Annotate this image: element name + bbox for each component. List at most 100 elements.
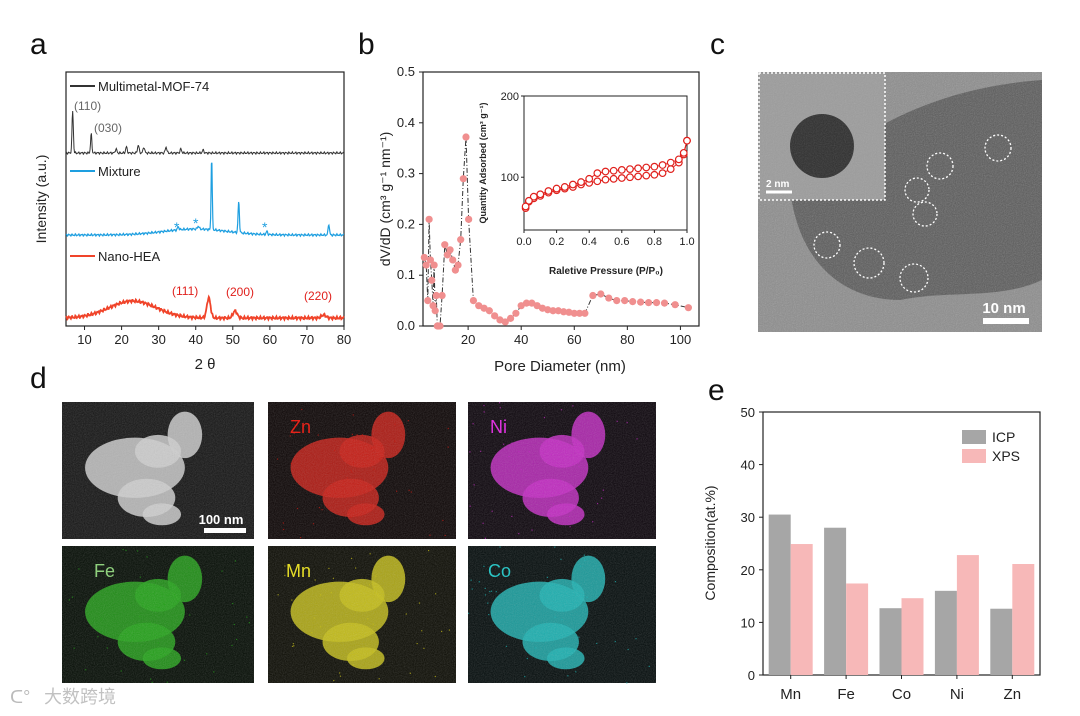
- background-speck: [518, 451, 520, 453]
- scatter-point: [637, 298, 645, 306]
- background-speck: [373, 468, 375, 470]
- background-speck: [484, 537, 487, 539]
- background-speck: [368, 584, 371, 586]
- background-speck: [339, 675, 342, 677]
- panel-e-composition: 0 10 20 30 40 50 Mn Fe Co Ni Zn ICP XPS Compositio…: [702, 405, 1041, 703]
- panel-d-eds-maps: Zn Ni Fe Mn Co 100 nm: [62, 402, 656, 684]
- x-tick-label: 40: [188, 332, 202, 347]
- background-speck: [447, 446, 449, 448]
- isotherm-point: [617, 166, 626, 174]
- tem-scale-label: 10 nm: [982, 300, 1025, 317]
- scatter-point: [613, 297, 621, 305]
- inset-ticks: 0.0 0.2 0.4 0.6 0.8 1.0 100 200: [501, 91, 695, 248]
- peak-label-200: (200): [226, 285, 254, 299]
- y-tick-label: 0.0: [397, 318, 415, 333]
- background-speck: [469, 505, 471, 507]
- background-speck: [333, 679, 335, 682]
- background-speck: [584, 559, 586, 561]
- background-speck: [128, 603, 130, 605]
- tem-particle-circle: [912, 201, 938, 227]
- background-speck: [352, 462, 354, 464]
- background-speck: [394, 423, 396, 425]
- legend-swatch-xps: [962, 449, 986, 463]
- background-speck: [293, 432, 295, 434]
- background-speck: [282, 528, 285, 531]
- background-speck: [444, 534, 446, 537]
- bar-icp-fe: [824, 527, 847, 675]
- inset-x-tick-label: 0.6: [614, 236, 629, 248]
- background-speck: [555, 580, 557, 582]
- x-tick-label: Co: [892, 686, 911, 703]
- background-speck: [418, 602, 421, 604]
- panel-a-frame: [65, 71, 345, 327]
- y-tick-label: 0: [748, 668, 755, 683]
- eds-map-mn-noise: [268, 546, 456, 683]
- scatter-point: [469, 297, 478, 305]
- series-line-nano-hea: [65, 294, 345, 322]
- background-speck: [626, 421, 628, 424]
- isotherm-point: [529, 192, 538, 201]
- tem-inset-scale-label: 2 nm: [766, 179, 789, 190]
- scatter-point: [581, 309, 589, 317]
- eds-map-co-noise: [468, 546, 656, 683]
- scatter-point: [570, 309, 578, 317]
- background-speck: [319, 626, 322, 628]
- background-speck: [394, 440, 396, 442]
- scatter-point: [425, 215, 433, 223]
- panel-b-ticks: 20 40 60 80 100 0.0 0.1 0.2 0.3 0.4 0.5: [397, 64, 691, 347]
- isotherm-point: [626, 165, 634, 173]
- legend-swatch-icp: [962, 430, 986, 444]
- background-speck: [332, 577, 335, 579]
- bar-xps-mn: [790, 544, 813, 675]
- background-speck: [518, 533, 520, 535]
- background-speck: [246, 616, 248, 618]
- background-speck: [369, 553, 371, 555]
- background-speck: [122, 548, 124, 551]
- background-speck: [350, 469, 352, 472]
- x-tick-label: 80: [337, 332, 351, 347]
- scatter-point: [629, 298, 637, 306]
- background-speck: [600, 497, 603, 499]
- background-speck: [370, 447, 373, 449]
- background-speck: [586, 596, 588, 598]
- background-speck: [552, 503, 555, 505]
- background-speck: [483, 411, 485, 413]
- scatter-point: [644, 299, 653, 307]
- background-speck: [248, 622, 250, 624]
- eds-map-grid: [62, 402, 656, 684]
- watermark-logo-icon: ᑕ°: [10, 687, 30, 707]
- background-speck: [434, 675, 436, 678]
- background-speck: [354, 567, 357, 569]
- y-tick-label: 30: [741, 510, 755, 525]
- background-speck: [416, 642, 418, 645]
- background-speck: [508, 455, 510, 458]
- background-speck: [312, 523, 315, 525]
- isotherm-point: [577, 178, 585, 186]
- mixture-star-3: *: [262, 219, 268, 235]
- background-speck: [505, 645, 508, 647]
- isotherm-point: [560, 183, 569, 191]
- background-speck: [627, 648, 629, 651]
- isotherm-point: [569, 180, 577, 189]
- background-speck: [626, 682, 628, 684]
- background-speck: [528, 450, 531, 453]
- background-speck: [473, 484, 475, 486]
- bar-xps-ni: [956, 555, 979, 675]
- background-speck: [139, 615, 141, 618]
- background-speck: [330, 591, 332, 594]
- isotherm-point: [674, 155, 683, 164]
- background-speck: [367, 618, 369, 620]
- panel-e-bars: [768, 514, 1035, 675]
- background-speck: [483, 404, 485, 407]
- background-speck: [524, 675, 526, 678]
- inset-x-tick-label: 1.0: [679, 236, 694, 248]
- haadf-map-noise: [62, 402, 254, 539]
- x-tick-label: Mn: [780, 686, 801, 703]
- background-speck: [234, 560, 237, 562]
- eds-map-ni-noise: [468, 402, 656, 539]
- tem-particle-circle: [904, 177, 930, 203]
- background-speck: [282, 522, 284, 524]
- bar-xps-zn: [1012, 564, 1035, 675]
- isotherm-point: [601, 175, 610, 184]
- background-speck: [352, 414, 354, 416]
